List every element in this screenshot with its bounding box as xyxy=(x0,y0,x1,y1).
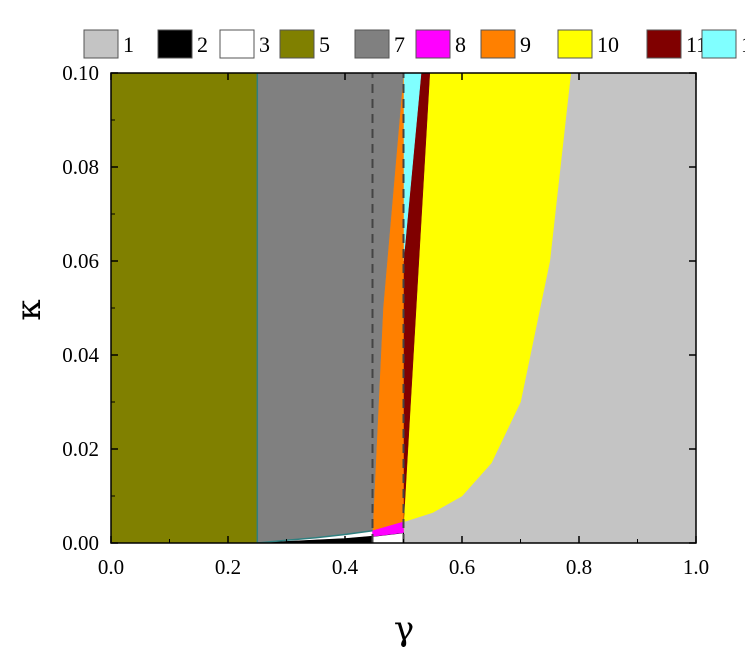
x-tick-label: 1.0 xyxy=(683,555,709,579)
legend-label-5: 5 xyxy=(319,32,330,57)
legend: 1235789101112 xyxy=(83,29,745,59)
legend-label-10: 10 xyxy=(597,32,619,57)
legend-label-1: 1 xyxy=(123,32,134,57)
legend-label-12: 12 xyxy=(741,32,745,57)
y-tick-label: 0.10 xyxy=(62,61,99,85)
y-tick-label: 0.00 xyxy=(62,531,99,555)
x-axis: 0.0 0.2 0.4 0.6 0.8 1.0 xyxy=(98,73,709,579)
legend-swatch-12 xyxy=(701,29,737,59)
y-tick-label: 0.06 xyxy=(62,249,99,273)
legend-label-9: 9 xyxy=(520,32,531,57)
legend-swatch-11 xyxy=(646,29,682,59)
x-tick-label: 0.4 xyxy=(332,555,359,579)
region-2 xyxy=(257,536,373,543)
x-tick-label: 0.0 xyxy=(98,555,124,579)
x-tick-label: 0.8 xyxy=(566,555,592,579)
x-tick-label: 0.6 xyxy=(449,555,475,579)
legend-label-8: 8 xyxy=(455,32,466,57)
legend-swatch-10 xyxy=(557,29,593,59)
legend-label-3: 3 xyxy=(259,32,270,57)
y-axis: 0.00 0.02 0.04 0.06 0.08 0.10 xyxy=(62,61,696,555)
boundary-lines xyxy=(256,73,405,543)
legend-label-2: 2 xyxy=(197,32,208,57)
region-5 xyxy=(111,73,258,543)
y-tick-label: 0.04 xyxy=(62,343,99,367)
y-axis-title: κ xyxy=(9,299,49,320)
legend-swatch-7 xyxy=(354,29,390,59)
legend-swatch-2 xyxy=(157,29,193,59)
boundary-line-0 xyxy=(257,530,373,543)
x-tick-label: 0.2 xyxy=(215,555,241,579)
legend-swatch-3 xyxy=(219,29,255,59)
legend-swatch-1 xyxy=(83,29,119,59)
legend-label-7: 7 xyxy=(394,32,405,57)
legend-swatch-8 xyxy=(415,29,451,59)
x-axis-title: γ xyxy=(394,609,414,649)
legend-swatch-5 xyxy=(279,29,315,59)
y-tick-label: 0.08 xyxy=(62,155,99,179)
plot-regions xyxy=(111,73,696,543)
y-tick-label: 0.02 xyxy=(62,437,99,461)
legend-swatch-9 xyxy=(480,29,516,59)
